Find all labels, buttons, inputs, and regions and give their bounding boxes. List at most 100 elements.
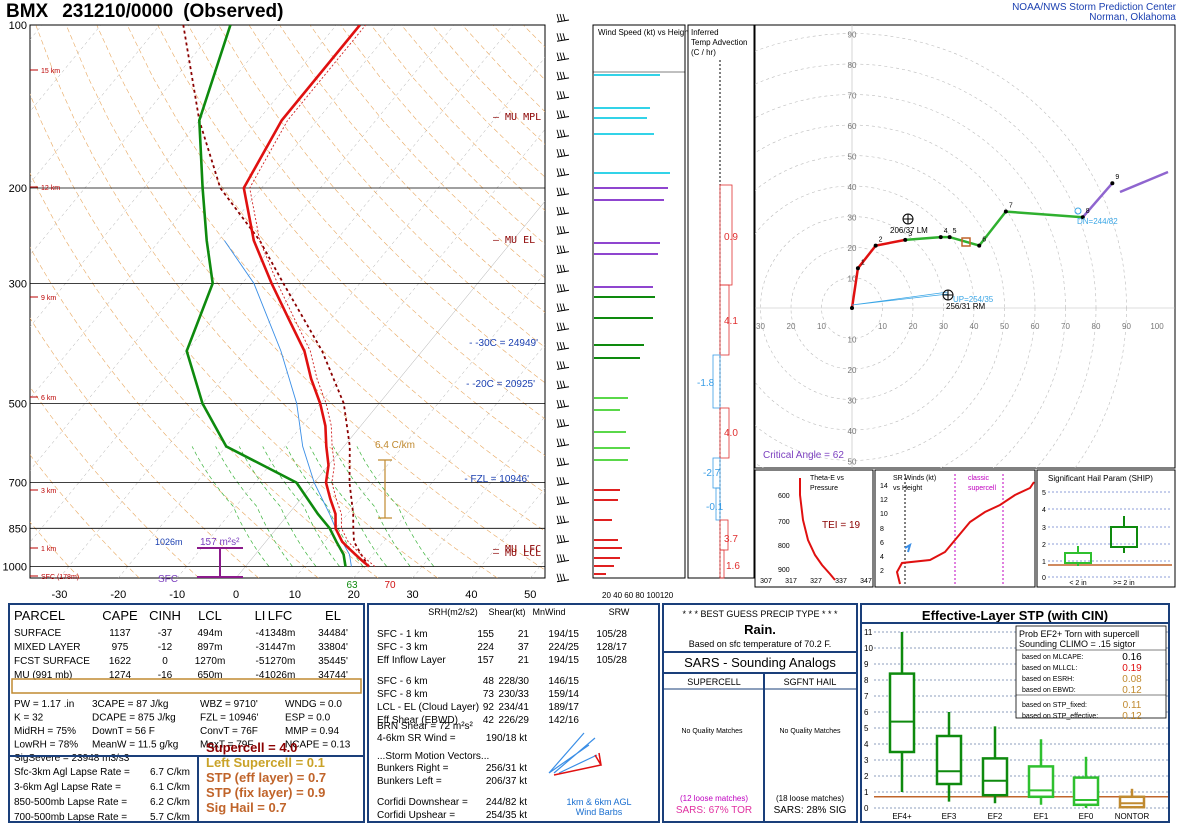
kin-cell: SFC - 3 km [377, 642, 428, 653]
wind-barb-flag [556, 438, 560, 446]
dry-adiabat [96, 25, 545, 532]
wind-barb-flag [556, 534, 560, 543]
wind-speed-panel: Wind Speed (kt) vs Height 20 40 60 80 10… [592, 24, 692, 600]
advection-value: 3.7 [724, 534, 738, 545]
wind-barb-flag [562, 341, 566, 350]
minus20-level: - -20C = 20925' [466, 379, 535, 390]
downshear-label: DN=244/82 [1077, 217, 1118, 226]
kin-cell: 128/17 [596, 642, 627, 653]
svg-text:SR Winds (kt): SR Winds (kt) [893, 475, 936, 482]
moist-adiabat [191, 446, 270, 567]
hodo-ring-label: 10 [848, 275, 857, 284]
hodo-point [855, 266, 860, 271]
severe-param: STP (eff layer) = 0.7 [206, 770, 326, 785]
wind-barb-flag [562, 226, 566, 234]
ship-panel: Significant Hail Param (SHIP) 5 4 3 2 1 0 < 2 … [1036, 469, 1176, 588]
wind-barb-flag [559, 129, 563, 137]
motion-value: 256/31 kt [486, 763, 527, 774]
wind-barb-flag [559, 91, 563, 99]
advection-value: -1.8 [697, 378, 715, 389]
critical-angle: Critical Angle = 62 [763, 450, 844, 461]
effective-inflow-bracket [197, 547, 243, 578]
wind-barb-flag [556, 91, 560, 99]
svg-text:supercell: supercell [968, 485, 996, 492]
wind-barb-flag [556, 71, 560, 80]
cape-box-label: 157 m²s² [200, 537, 240, 548]
index-mid2: MaxT = 79F [200, 740, 253, 751]
theta-y-label: 800 [778, 543, 790, 550]
stp-y-label: 5 [864, 724, 869, 733]
isotherm [412, 416, 545, 578]
wind-barb [556, 270, 570, 274]
wind-barb-flag [562, 129, 566, 137]
hodo-point-label: 3 [908, 231, 912, 238]
parcel-cell: 1270m [265, 656, 296, 667]
wind-barb-flag [559, 399, 563, 408]
dry-adiabat [30, 386, 200, 578]
wind-barb-flag [562, 168, 566, 176]
height-label: 6 km [41, 395, 56, 402]
temp-label: 50 [524, 589, 536, 601]
parcel-cell: FCST SURFACE [14, 656, 90, 667]
wind-barb-flag [562, 148, 566, 157]
kin-cell: 105/28 [596, 655, 627, 666]
wind-barb [556, 58, 570, 62]
pressure-label: 1000 [3, 562, 27, 574]
lapse-value: 5.7 C/km [150, 812, 190, 821]
advection-value: 4.0 [724, 428, 738, 439]
wind-barb [556, 463, 570, 467]
hodo-y-label: 50 [848, 458, 857, 467]
hodo-ring-label: 90 [848, 31, 857, 40]
wind-barb-flag [562, 91, 566, 99]
pressure-label: 100 [9, 20, 27, 32]
hodo-point [850, 306, 854, 310]
prob-row-label: based on STP_fixed: [1022, 702, 1087, 709]
wind-barb-flag [556, 33, 560, 41]
stp-box [1118, 795, 1146, 809]
wind-barb-flag [559, 284, 563, 292]
wind-barb-flag [559, 477, 563, 485]
srw-y-label: 14 [880, 483, 888, 490]
sars-no-match: No Quality Matches [681, 728, 743, 735]
agency-line1: NOAA/NWS Storm Prediction Center [1012, 2, 1177, 13]
parcel-cell: MU (991 mb) [14, 670, 72, 681]
moist-adiabat [356, 446, 435, 567]
dry-adiabat [65, 25, 545, 571]
wind-barb-flag [556, 148, 560, 157]
hodo-x-label: 20 [909, 322, 918, 331]
hodo-point-label: 5 [953, 228, 957, 235]
wind-barb [556, 116, 570, 119]
mu-row-highlight [11, 678, 362, 694]
wind-barb [556, 521, 570, 525]
stp-box [981, 757, 1009, 797]
hodo-point [947, 235, 952, 240]
parcel-cell: -5 [256, 656, 265, 667]
parcel-cell: 1348m [265, 628, 296, 639]
wind-barb-flag [559, 245, 563, 253]
upshear-label: UP=254/35 [953, 295, 994, 304]
agency-line2: Norman, Oklahoma [1089, 12, 1176, 23]
parcel-cell: -16 [158, 670, 173, 681]
sars-loose2: (18 loose matches) [776, 794, 844, 803]
prob-title: Prob EF2+ Torn with supercell [1019, 629, 1139, 639]
wind-barb-flag [562, 515, 566, 523]
wind-barb-flag [559, 71, 563, 80]
wind-barb-flag [562, 33, 566, 41]
wind-barb-flag [562, 573, 566, 581]
parcel-cell: SURFACE [14, 628, 62, 639]
wind-barb-flag [559, 303, 563, 311]
temp-label: 40 [465, 589, 477, 601]
wind-barb-flag [559, 148, 563, 157]
skewt-frame [29, 24, 546, 579]
ship-x-label: < 2 in [1069, 580, 1086, 587]
temp-label: 0 [233, 589, 239, 601]
wind-barb-flag [559, 419, 563, 427]
parcel-cell: 1270m [195, 656, 226, 667]
parcel-header: LFC [268, 608, 293, 623]
wind-barb-flag [556, 168, 560, 176]
hodo-y-label: 40 [848, 427, 857, 436]
severe-param: Supercell = 4.0 [206, 740, 297, 755]
moist-adiabat [309, 446, 387, 567]
advection-value: -0.1 [706, 502, 724, 513]
